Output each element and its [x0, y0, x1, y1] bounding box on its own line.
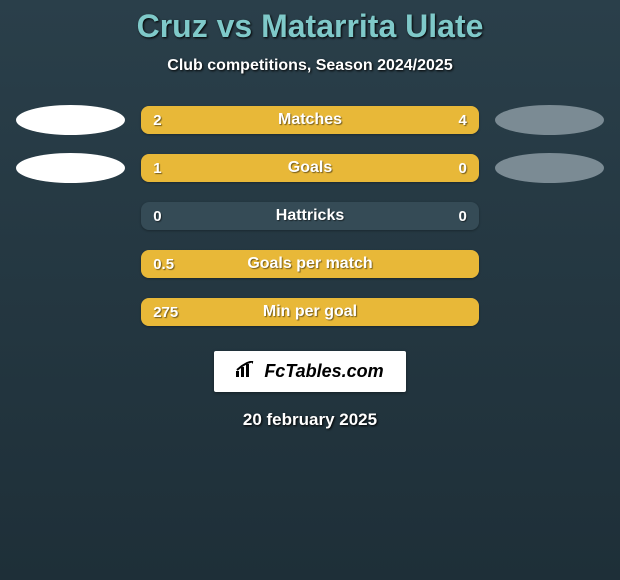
player-right-oval: [495, 105, 604, 135]
bar-label: Goals per match: [141, 250, 479, 278]
player-left-oval: [16, 153, 125, 183]
date-label: 20 february 2025: [0, 410, 620, 430]
bar-label: Hattricks: [141, 202, 479, 230]
stat-bar: 0.5Goals per match: [141, 250, 479, 278]
bar-label: Min per goal: [141, 298, 479, 326]
stat-bar: 275Min per goal: [141, 298, 479, 326]
stat-row: 00Hattricks: [0, 201, 620, 231]
stat-bar: 24Matches: [141, 106, 479, 134]
bar-label: Goals: [141, 154, 479, 182]
comparison-widget: Cruz vs Matarrita Ulate Club competition…: [0, 0, 620, 430]
bar-label: Matches: [141, 106, 479, 134]
stat-bar: 00Hattricks: [141, 202, 479, 230]
page-title: Cruz vs Matarrita Ulate: [0, 8, 620, 45]
logo-text: FcTables.com: [264, 361, 383, 382]
subtitle: Club competitions, Season 2024/2025: [0, 57, 620, 75]
stat-row: 24Matches: [0, 105, 620, 135]
player-right-oval: [495, 153, 604, 183]
stat-row: 0.5Goals per match: [0, 249, 620, 279]
stat-bar: 10Goals: [141, 154, 479, 182]
chart-icon: [236, 361, 258, 382]
bars-list: 24Matches 10Goals 00Hattricks 0.5Goals per …: [0, 105, 620, 327]
fctables-logo[interactable]: FcTables.com: [214, 351, 405, 392]
stat-row: 10Goals: [0, 153, 620, 183]
player-left-oval: [16, 105, 125, 135]
stat-row: 275Min per goal: [0, 297, 620, 327]
